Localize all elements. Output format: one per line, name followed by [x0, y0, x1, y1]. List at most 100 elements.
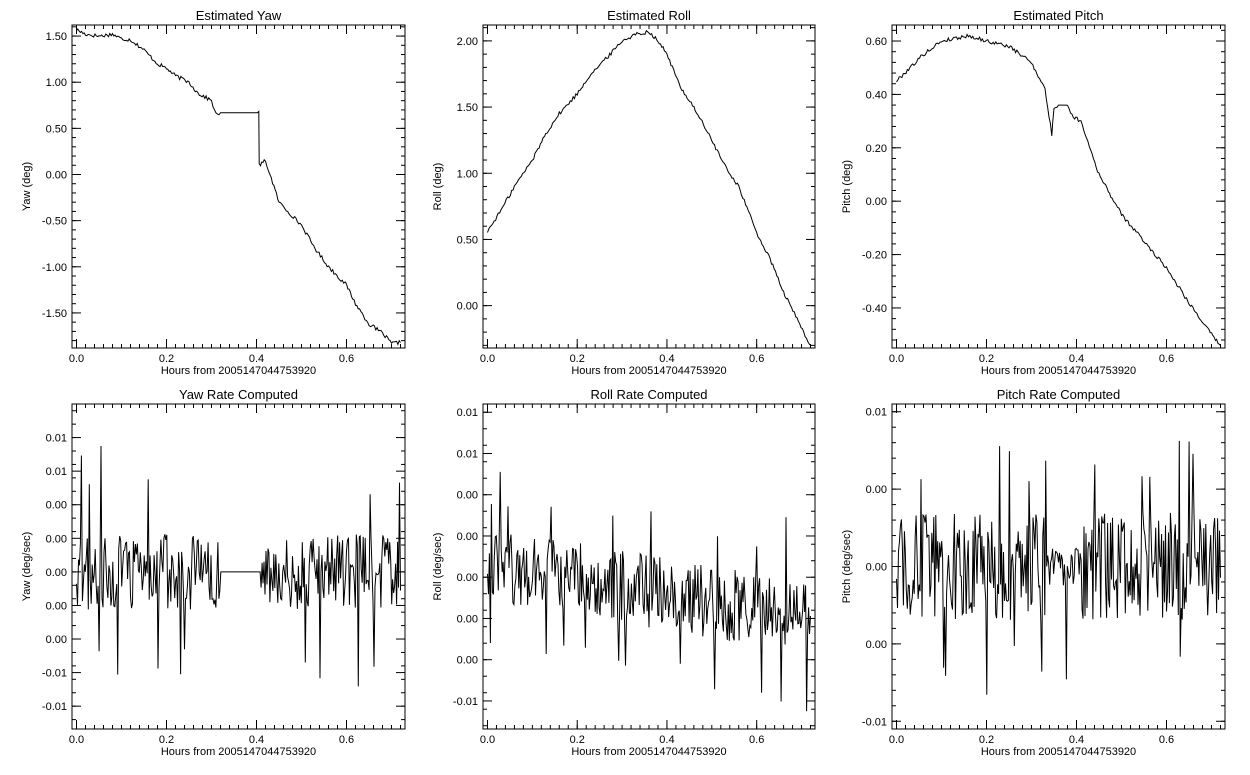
x-tick-label: 0.6	[1159, 353, 1174, 365]
x-tick-label: 0.0	[69, 734, 84, 746]
x-tick-label: 0.6	[1159, 734, 1174, 746]
x-tick-label: 0.6	[339, 734, 354, 746]
y-axis-label: Pitch (deg/sec)	[841, 530, 853, 603]
y-tick-label: 0.50	[457, 234, 478, 246]
x-axis-label: Hours from 2005147044753920	[571, 365, 726, 377]
x-tick-label: 0.0	[480, 353, 495, 365]
x-tick-label: 0.0	[69, 353, 84, 365]
y-tick-label: -1.50	[42, 308, 67, 320]
plot-frame	[482, 24, 816, 349]
x-tick-label: 0.0	[889, 734, 904, 746]
y-tick-label: -1.00	[42, 262, 67, 274]
y-tick-label: 2.00	[457, 36, 478, 48]
x-tick-label: 0.6	[749, 353, 764, 365]
y-tick-label: 0.01	[457, 407, 478, 419]
x-axis-label: Hours from 2005147044753920	[981, 746, 1136, 758]
y-tick-label: 0.00	[457, 613, 478, 625]
y-tick-label: 1.50	[46, 31, 67, 43]
y-tick-label: 0.01	[866, 407, 887, 419]
y-tick-label: 0.01	[46, 466, 67, 478]
chart-title: Estimated Yaw	[196, 8, 282, 23]
x-axis-label: Hours from 2005147044753920	[571, 746, 726, 758]
x-tick-label: 0.4	[1069, 734, 1084, 746]
series-line	[896, 33, 1221, 346]
chart-panel-4: Yaw Rate Computed Hours from 200514704475…	[21, 387, 406, 758]
y-tick-label: 0.40	[866, 89, 887, 101]
chart-title: Pitch Rate Computed	[997, 387, 1121, 402]
y-tick-label: 0.00	[866, 562, 887, 574]
y-axis-label: Yaw (deg)	[21, 162, 33, 211]
x-tick-label: 0.4	[659, 734, 674, 746]
y-tick-label: 1.50	[457, 102, 478, 114]
series-line	[76, 445, 401, 687]
y-tick-label: -0.20	[862, 250, 887, 262]
plot-frame	[71, 403, 406, 730]
chart-panel-3: Estimated Pitch Hours from 20051470447539…	[841, 8, 1226, 377]
chart-title: Estimated Roll	[607, 8, 691, 23]
y-tick-label: 0.00	[866, 484, 887, 496]
x-tick-label: 0.0	[480, 734, 495, 746]
y-tick-label: 0.00	[46, 634, 67, 646]
y-tick-label: -0.01	[453, 696, 478, 708]
x-tick-label: 0.6	[339, 353, 354, 365]
x-tick-label: 0.2	[570, 353, 585, 365]
y-tick-label: 1.00	[46, 77, 67, 89]
x-tick-label: 0.0	[889, 353, 904, 365]
y-tick-label: -0.01	[42, 668, 67, 680]
x-tick-label: 0.4	[1069, 353, 1084, 365]
chart-title: Estimated Pitch	[1013, 8, 1103, 23]
y-tick-label: 0.50	[46, 123, 67, 135]
plot-frame	[891, 403, 1226, 730]
y-tick-label: 0.00	[46, 533, 67, 545]
y-tick-label: 0.00	[46, 500, 67, 512]
chart-title: Yaw Rate Computed	[179, 387, 298, 402]
x-tick-label: 0.4	[659, 353, 674, 365]
y-tick-label: 0.00	[866, 196, 887, 208]
y-tick-label: 0.01	[46, 433, 67, 445]
y-tick-label: -0.01	[42, 701, 67, 713]
x-axis-label: Hours from 2005147044753920	[981, 365, 1136, 377]
x-tick-label: 0.2	[979, 734, 994, 746]
x-tick-label: 0.2	[159, 353, 174, 365]
chart-panel-6: Pitch Rate Computed Hours from 2005147044…	[841, 387, 1226, 758]
y-tick-label: 0.01	[457, 448, 478, 460]
y-tick-label: 0.00	[457, 490, 478, 502]
series-line	[487, 29, 811, 346]
y-axis-label: Roll (deg)	[432, 163, 444, 211]
y-tick-label: 0.00	[866, 639, 887, 651]
x-tick-label: 0.6	[749, 734, 764, 746]
plot-frame	[891, 24, 1226, 349]
y-tick-label: -0.01	[862, 716, 887, 728]
y-tick-label: 0.00	[457, 572, 478, 584]
y-axis-label: Pitch (deg)	[841, 160, 853, 213]
y-tick-label: -0.50	[42, 216, 67, 228]
chart-panel-1: Estimated Yaw Hours from 2005147044753920…	[21, 8, 406, 377]
x-tick-label: 0.2	[570, 734, 585, 746]
chart-panel-5: Roll Rate Computed Hours from 20051470447…	[432, 387, 816, 758]
y-axis-label: Yaw (deg/sec)	[21, 532, 33, 602]
x-tick-label: 0.2	[159, 734, 174, 746]
chart-title: Roll Rate Computed	[590, 387, 707, 402]
y-tick-label: 0.00	[457, 655, 478, 667]
y-tick-label: 0.00	[46, 567, 67, 579]
x-tick-label: 0.2	[979, 353, 994, 365]
chart-panel-2: Estimated Roll Hours from 200514704475392…	[432, 8, 816, 377]
series-line	[487, 471, 811, 712]
y-tick-label: 0.00	[457, 301, 478, 313]
plot-frame	[71, 24, 406, 349]
y-axis-label: Roll (deg/sec)	[432, 533, 444, 601]
y-tick-label: 0.00	[457, 531, 478, 543]
y-tick-label: 0.60	[866, 36, 887, 48]
y-tick-label: 1.00	[457, 168, 478, 180]
x-tick-label: 0.4	[249, 353, 264, 365]
x-axis-label: Hours from 2005147044753920	[161, 746, 316, 758]
y-tick-label: 0.20	[866, 143, 887, 155]
y-tick-label: -0.40	[862, 303, 887, 315]
y-tick-label: 0.00	[46, 170, 67, 182]
series-line	[896, 440, 1221, 695]
x-axis-label: Hours from 2005147044753920	[161, 365, 316, 377]
x-tick-label: 0.4	[249, 734, 264, 746]
y-tick-label: 0.00	[46, 600, 67, 612]
series-line	[76, 28, 401, 346]
